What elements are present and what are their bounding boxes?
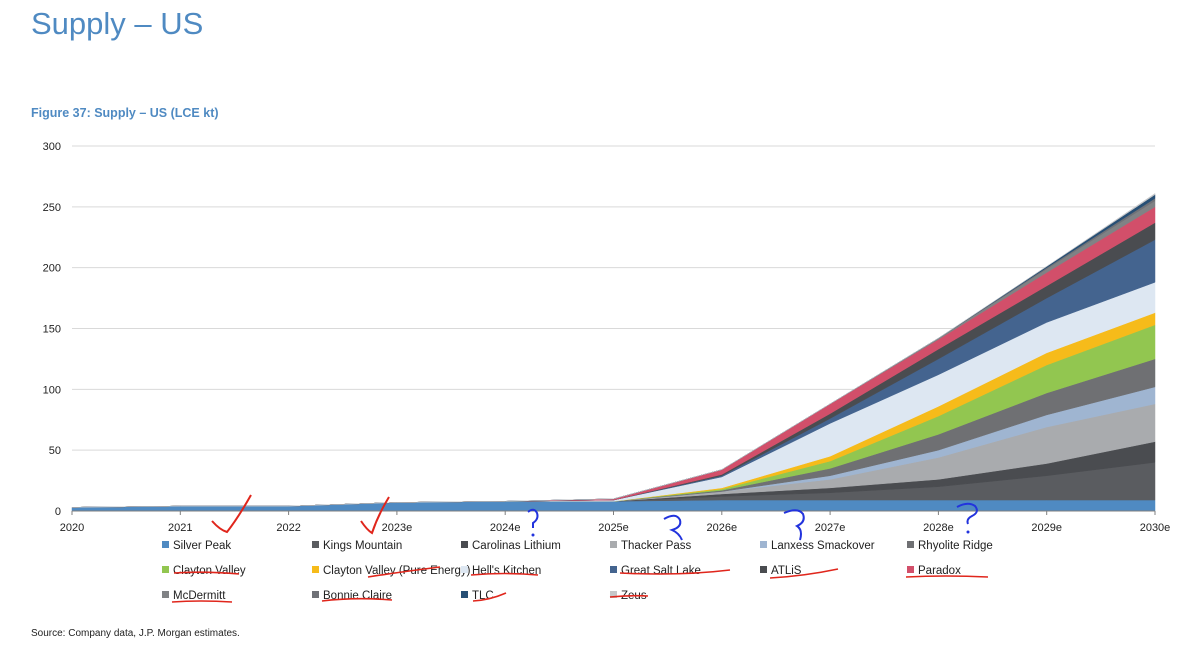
area-series-0 [71,499,1156,512]
x-tick-label: 2028e [923,522,954,534]
y-tick-label: 100 [43,384,61,396]
source-note: Source: Company data, J.P. Morgan estima… [31,628,240,639]
legend-item: Clayton Valley [162,565,246,577]
page-title: Supply – US [31,6,204,41]
legend-swatch [610,591,617,598]
x-tick-label: 2024e [490,522,521,534]
legend-item: Great Salt Lake [610,565,701,577]
legend-item: Thacker Pass [610,540,691,552]
x-tick-label: 2020 [60,522,84,534]
x-tick-label: 2022 [276,522,300,534]
legend-label: ATLiS [771,565,802,577]
legend-item: Carolinas Lithium [461,540,561,552]
x-tick-label: 2029e [1031,522,1062,534]
x-tick-label: 2023e [382,522,413,534]
legend-label: Zeus [621,590,647,602]
legend-swatch [461,541,468,548]
legend-swatch [312,541,319,548]
x-axis: 2020 2021 2022 2023e 2024e 2025e 2026e 2027e 202… [60,510,1171,534]
legend-label: Clayton Valley (Pure Energy) [323,565,471,577]
legend-item: Hell's Kitchen [461,565,541,577]
y-axis-ticks: 0 50 100 150 200 250 300 [43,141,61,518]
legend-label: TLC [472,590,494,602]
area-series-15 [71,192,1156,508]
legend-label: Clayton Valley [173,565,246,577]
legend-swatch [461,566,468,573]
legend-swatch [162,591,169,598]
legend-label: Lanxess Smackover [771,540,875,552]
legend-item: Lanxess Smackover [760,540,875,552]
legend-swatch [312,566,319,573]
legend-label: Great Salt Lake [621,565,701,577]
y-tick-label: 50 [49,445,61,457]
y-tick-label: 200 [43,263,61,275]
legend-swatch [907,566,914,573]
legend-swatch [162,541,169,548]
y-tick-label: 300 [43,141,61,153]
legend-item: Zeus [610,590,647,602]
legend-swatch [162,566,169,573]
legend-item: TLC [461,590,494,602]
legend-item: Clayton Valley (Pure Energy) [312,565,470,577]
legend-label: Thacker Pass [621,540,692,552]
legend-swatch [461,591,468,598]
legend-label: Kings Mountain [323,540,403,552]
legend-label: Bonnie Claire [323,590,393,602]
y-tick-label: 150 [43,324,61,336]
x-tick-label: 2030e [1140,522,1171,534]
legend-swatch [760,541,767,548]
x-tick-label: 2027e [815,522,846,534]
legend-label: Rhyolite Ridge [918,540,993,552]
legend-label: Paradox [918,565,961,577]
y-tick-label: 0 [55,506,61,518]
legend-swatch [907,541,914,548]
legend-item: Paradox [907,565,961,577]
legend-swatch [312,591,319,598]
legend-item: ATLiS [760,565,801,577]
legend-swatch [610,566,617,573]
x-tick-label: 2026e [707,522,738,534]
legend-swatch [610,541,617,548]
legend-item: Bonnie Claire [312,590,392,602]
x-tick-label: 2021 [168,522,192,534]
stacked-areas [71,192,1156,512]
legend-item: Rhyolite Ridge [907,540,993,552]
legend-swatch [760,566,767,573]
legend-item: McDermitt [162,590,225,602]
legend-label: Carolinas Lithium [472,540,561,552]
figure-title: Figure 37: Supply – US (LCE kt) [31,106,219,120]
legend-label: Silver Peak [173,540,232,552]
x-tick-label: 2025e [598,522,629,534]
legend-item: Silver Peak [162,540,231,552]
y-tick-label: 250 [43,202,61,214]
legend-label: McDermitt [173,590,226,602]
legend-item: Kings Mountain [312,540,402,552]
legend-label: Hell's Kitchen [472,565,542,577]
